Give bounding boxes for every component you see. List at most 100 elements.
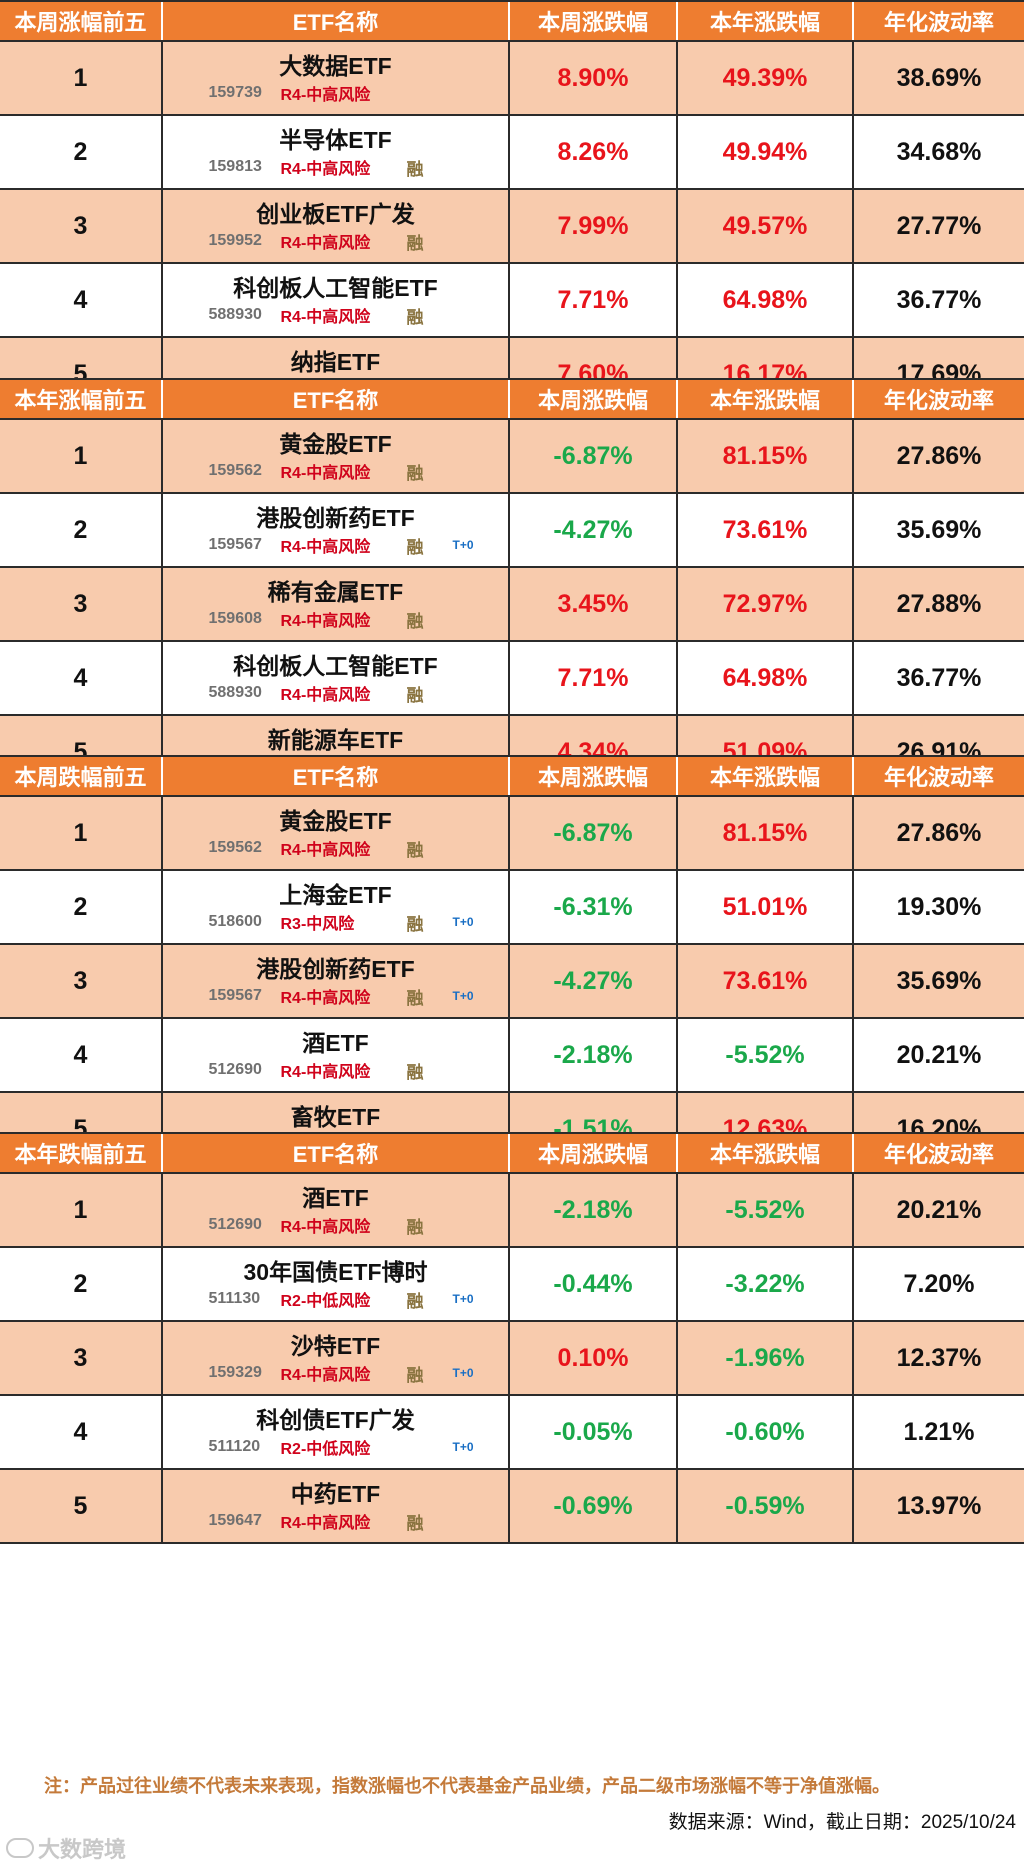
ytd-change: 64.98% — [678, 642, 854, 714]
data-source: 数据来源：Wind，截止日期：2025/10/24 — [668, 1812, 1016, 1833]
rank-cell: 1 — [0, 42, 163, 114]
column-header: 本年涨跌幅 — [678, 380, 854, 418]
risk-level: R4-中高风险 — [280, 87, 371, 104]
etf-meta: 159739 R4-中高风险 — [191, 80, 481, 106]
watermark-logo: 大数跨境 — [6, 1832, 126, 1864]
t0-badge: T+0 — [452, 1440, 474, 1454]
ytd-change: 81.15% — [678, 797, 854, 869]
etf-code: 511120 — [208, 1438, 261, 1455]
column-header: 本周涨跌幅 — [510, 2, 678, 40]
annual-volatility: 34.68% — [896, 137, 982, 166]
etf-name-cell: 科创债ETF广发 511120 R2-中低风险 T+0 — [163, 1396, 510, 1468]
etf-meta: 159562 R4-中高风险 融 — [191, 835, 481, 861]
ytd-change: 64.98% — [678, 264, 854, 336]
weekly-change: -2.18% — [510, 1174, 678, 1246]
risk-level: R4-中高风险 — [280, 1064, 371, 1081]
column-header: 年化波动率 — [883, 388, 994, 413]
annual-volatility: 1.21% — [903, 1417, 975, 1446]
ranking-table: 本年跌幅前五 ETF名称 本周涨跌幅 本年涨跌幅 年化波动率 1 酒ETF 512690 R4-… — [0, 1132, 1024, 1544]
weekly-change: -6.87% — [510, 797, 678, 869]
etf-name: 科创债ETF广发 — [256, 1407, 415, 1433]
etf-code: 159562 — [208, 839, 262, 856]
ytd-change: 73.61% — [678, 494, 854, 566]
column-header: 年化波动率 — [883, 765, 994, 790]
table-header: 本周涨幅前五 ETF名称 本周涨跌幅 本年涨跌幅 年化波动率 — [0, 0, 1024, 42]
etf-code: 159739 — [208, 84, 262, 101]
ytd-change: -1.96% — [678, 1322, 854, 1394]
table-row: 4 科创债ETF广发 511120 R2-中低风险 T+0 -0.05% -0.60% 1.2… — [0, 1396, 1024, 1470]
etf-code: 511130 — [208, 1290, 261, 1307]
margin-badge: 融 — [406, 1291, 424, 1311]
risk-level: R4-中高风险 — [280, 613, 371, 630]
weekly-change: -0.69% — [510, 1470, 678, 1542]
margin-badge: 融 — [406, 1513, 424, 1533]
annual-volatility: 7.20% — [903, 1269, 975, 1298]
margin-badge: 融 — [406, 1217, 424, 1237]
ytd-change: 81.15% — [678, 420, 854, 492]
etf-name: 黄金股ETF — [279, 808, 392, 834]
risk-level: R4-中高风险 — [280, 235, 371, 252]
etf-name-cell: 港股创新药ETF 159567 R4-中高风险 融 T+0 — [163, 945, 510, 1017]
margin-badge: 融 — [406, 685, 424, 705]
etf-meta: 588930 R4-中高风险 融 — [191, 302, 481, 328]
column-header: 年化波动率 — [883, 10, 994, 35]
weekly-change: -2.18% — [510, 1019, 678, 1091]
annual-volatility: 36.77% — [896, 285, 982, 314]
risk-level: R4-中高风险 — [280, 1515, 371, 1532]
weekly-change: 8.90% — [510, 42, 678, 114]
table-title: 本年涨幅前五 — [0, 380, 163, 418]
rank-cell: 4 — [0, 1019, 163, 1091]
risk-level: R2-中低风险 — [280, 1441, 371, 1458]
etf-code: 512690 — [208, 1216, 262, 1233]
etf-name-cell: 沙特ETF 159329 R4-中高风险 融 T+0 — [163, 1322, 510, 1394]
margin-badge: 融 — [406, 988, 424, 1008]
risk-level: R4-中高风险 — [280, 161, 371, 178]
rank-cell: 2 — [0, 116, 163, 188]
annual-volatility: 38.69% — [896, 63, 982, 92]
ranking-table: 本周跌幅前五 ETF名称 本周涨跌幅 本年涨跌幅 年化波动率 1 黄金股ETF 159562 R… — [0, 755, 1024, 1167]
etf-name: 沙特ETF — [290, 1333, 381, 1359]
column-header: 年化波动率 — [883, 1142, 994, 1167]
etf-name: 稀有金属ETF — [267, 579, 404, 605]
table-row: 2 上海金ETF 518600 R3-中风险 融 T+0 -6.31% 51.01% 19.30… — [0, 871, 1024, 945]
annual-volatility: 13.97% — [896, 1491, 982, 1520]
ytd-change: 72.97% — [678, 568, 854, 640]
risk-level: R4-中高风险 — [280, 1367, 371, 1384]
etf-code: 159567 — [208, 536, 262, 553]
ytd-change: -3.22% — [678, 1248, 854, 1320]
margin-badge: 融 — [406, 159, 424, 179]
etf-name: 港股创新药ETF — [256, 505, 415, 531]
etf-meta: 511120 R2-中低风险 T+0 — [191, 1434, 481, 1460]
rank-cell: 1 — [0, 1174, 163, 1246]
etf-name: 科创板人工智能ETF — [233, 275, 438, 301]
weekly-change: -4.27% — [510, 494, 678, 566]
etf-name: 酒ETF — [302, 1030, 369, 1056]
table-header: 本年跌幅前五 ETF名称 本周涨跌幅 本年涨跌幅 年化波动率 — [0, 1132, 1024, 1174]
etf-meta: 159567 R4-中高风险 融 T+0 — [191, 532, 481, 558]
t0-badge: T+0 — [452, 1366, 474, 1380]
etf-code: 159329 — [208, 1364, 262, 1381]
weekly-change: -6.31% — [510, 871, 678, 943]
etf-meta: 159647 R4-中高风险 融 — [191, 1508, 481, 1534]
risk-level: R4-中高风险 — [280, 1219, 371, 1236]
rank-cell: 4 — [0, 264, 163, 336]
logo-icon — [6, 1838, 34, 1858]
etf-name-cell: 港股创新药ETF 159567 R4-中高风险 融 T+0 — [163, 494, 510, 566]
table-row: 2 30年国债ETF博时 511130 R2-中低风险 融 T+0 -0.44% -3.22%… — [0, 1248, 1024, 1322]
rank-cell: 2 — [0, 494, 163, 566]
weekly-change: 0.10% — [510, 1322, 678, 1394]
ranking-table: 本周涨幅前五 ETF名称 本周涨跌幅 本年涨跌幅 年化波动率 1 大数据ETF 159739 R… — [0, 0, 1024, 412]
etf-code: 588930 — [208, 684, 262, 701]
etf-name-cell: 酒ETF 512690 R4-中高风险 融 — [163, 1019, 510, 1091]
rank-cell: 3 — [0, 568, 163, 640]
column-header: ETF名称 — [163, 2, 510, 40]
etf-name: 纳指ETF — [290, 349, 381, 375]
ytd-change: -5.52% — [678, 1019, 854, 1091]
etf-name-cell: 酒ETF 512690 R4-中高风险 融 — [163, 1174, 510, 1246]
t0-badge: T+0 — [452, 989, 474, 1003]
risk-level: R2-中低风险 — [280, 1293, 371, 1310]
column-header: 本年涨跌幅 — [678, 757, 854, 795]
table-title: 本年跌幅前五 — [0, 1134, 163, 1172]
annual-volatility: 20.21% — [896, 1195, 982, 1224]
